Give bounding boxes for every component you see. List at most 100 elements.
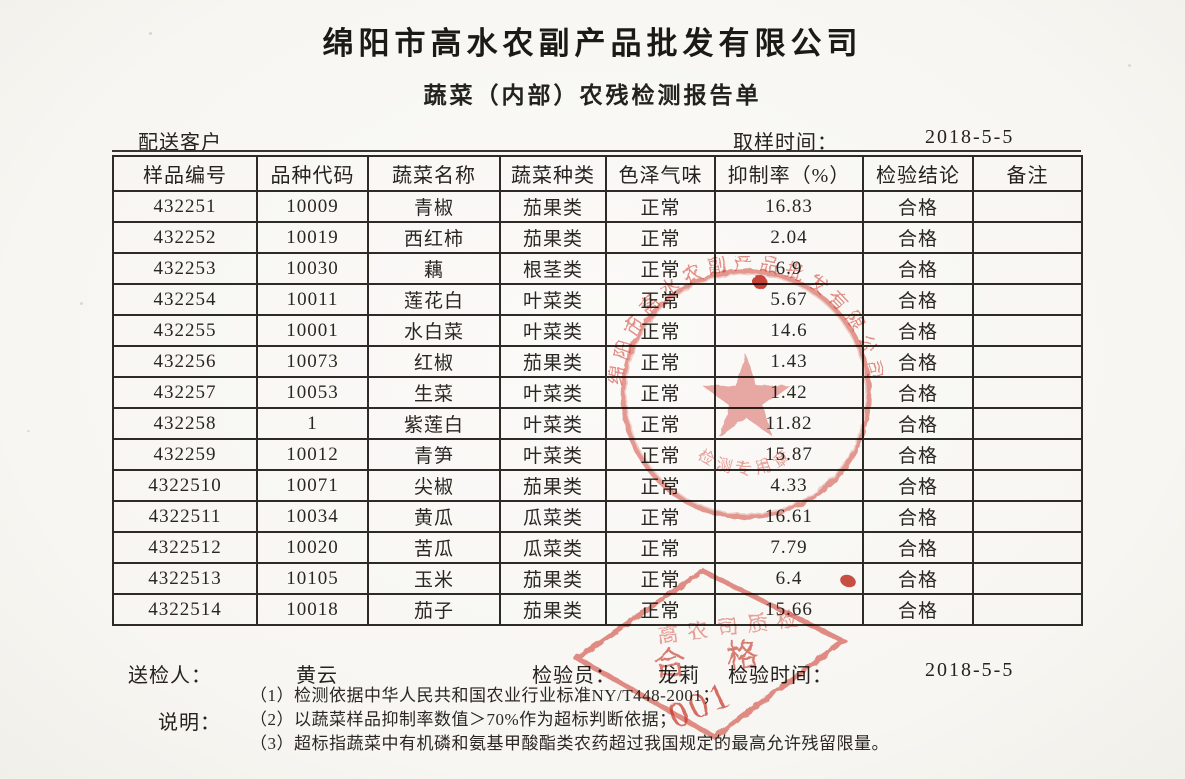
table-cell: 15.87 xyxy=(714,438,864,471)
table-cell: 6.4 xyxy=(714,562,864,595)
notes-list: （1）检测依据中华人民共和国农业行业标准NY/T448-2001； （2）以蔬菜样… xyxy=(250,684,970,756)
table-row: 432259 10012 青笋 叶菜类 正常 15.87 合格 xyxy=(112,438,1083,471)
table-cell: 合格 xyxy=(862,531,974,564)
table-cell: 黄瓜 xyxy=(367,500,501,533)
report-subtitle: 蔬菜（内部）农残检测报告单 xyxy=(423,83,762,108)
table-cell: 青笋 xyxy=(367,438,501,471)
table-cell: 正常 xyxy=(605,593,716,626)
table-cell: 4.33 xyxy=(714,469,864,502)
table-cell xyxy=(972,469,1083,502)
column-header: 品种代码 xyxy=(256,155,369,192)
column-header: 样品编号 xyxy=(112,155,258,192)
table-cell: 15.66 xyxy=(714,593,864,626)
table-cell: 14.6 xyxy=(714,314,864,347)
note-line: （3）超标指蔬菜中有机磷和氨基甲酸酯类农药超过我国规定的最高允许残留限量。 xyxy=(250,734,889,753)
table-row: 432251 10009 青椒 茄果类 正常 16.83 合格 xyxy=(112,190,1083,223)
table-cell xyxy=(972,221,1083,254)
table-cell: 4322513 xyxy=(112,562,258,595)
table-row: 432256 10073 红椒 茄果类 正常 1.43 合格 xyxy=(112,345,1083,378)
table-cell: 合格 xyxy=(862,314,974,347)
notes-label: 说明： xyxy=(158,712,221,734)
table-cell: 正常 xyxy=(605,407,716,440)
table-cell: 432257 xyxy=(112,376,258,409)
table-cell: 瓜菜类 xyxy=(499,531,607,564)
table-cell: 432255 xyxy=(112,314,258,347)
table-row: 4322514 10018 茄子 茄果类 正常 15.66 合格 xyxy=(112,593,1083,626)
table-cell: 正常 xyxy=(605,376,716,409)
table-cell: 合格 xyxy=(862,562,974,595)
table-cell: 合格 xyxy=(862,438,974,471)
table-cell xyxy=(972,531,1083,564)
table-cell: 茄果类 xyxy=(499,593,607,626)
column-header: 色泽气味 xyxy=(605,155,716,192)
table-cell: 432253 xyxy=(112,252,258,285)
table-cell xyxy=(972,407,1083,440)
scan-speck xyxy=(149,32,152,35)
table-cell: 叶菜类 xyxy=(499,407,607,440)
table-cell: 10071 xyxy=(256,469,369,502)
sender-value: 黄云 xyxy=(296,665,338,687)
table-cell xyxy=(972,190,1083,223)
table-cell: 432259 xyxy=(112,438,258,471)
table-cell: 合格 xyxy=(862,221,974,254)
table-cell: 5.67 xyxy=(714,283,864,316)
customer-label: 配送客户 xyxy=(138,132,222,154)
column-header: 检验结论 xyxy=(862,155,974,192)
table-cell: 10001 xyxy=(256,314,369,347)
table-header-row: 样品编号 品种代码 蔬菜名称 蔬菜种类 色泽气味 抑制率（%） 检验结论 备注 xyxy=(112,155,1083,192)
table-body: 432251 10009 青椒 茄果类 正常 16.83 合格 432252 10019 西红柿茄… xyxy=(112,190,1083,626)
table-row: 4322512 10020 苦瓜 瓜菜类 正常 7.79 合格 xyxy=(112,531,1083,564)
note-line: （1）检测依据中华人民共和国农业行业标准NY/T448-2001； xyxy=(250,686,720,705)
table-cell: 正常 xyxy=(605,531,716,564)
table-cell: 根茎类 xyxy=(499,252,607,285)
table-cell: 4322512 xyxy=(112,531,258,564)
table-cell: 4322510 xyxy=(112,469,258,502)
inspection-time-value: 2018-5-5 xyxy=(925,659,1015,681)
table-cell: 合格 xyxy=(862,283,974,316)
table-cell: 茄果类 xyxy=(499,345,607,378)
company-title: 绵阳市高水农副产品批发有限公司 xyxy=(322,26,863,61)
table-cell: 合格 xyxy=(862,407,974,440)
table-cell: 4322514 xyxy=(112,593,258,626)
table-cell: 10019 xyxy=(256,221,369,254)
table-cell: 茄果类 xyxy=(499,221,607,254)
table-cell: 合格 xyxy=(862,345,974,378)
table-cell: 生菜 xyxy=(367,376,501,409)
table-cell: 合格 xyxy=(862,252,974,285)
table-cell xyxy=(972,593,1083,626)
table-cell: 正常 xyxy=(605,438,716,471)
sampling-time-label: 取样时间： xyxy=(733,132,838,154)
table-cell: 10012 xyxy=(256,438,369,471)
table-cell: 10018 xyxy=(256,593,369,626)
table-cell: 16.83 xyxy=(714,190,864,223)
table-cell: 1.43 xyxy=(714,345,864,378)
table-cell: 10030 xyxy=(256,252,369,285)
column-header: 蔬菜种类 xyxy=(499,155,607,192)
table-cell: 红椒 xyxy=(367,345,501,378)
table-row: 4322510 10071 尖椒 茄果类 正常 4.33 合格 xyxy=(112,469,1083,502)
table-cell: 茄果类 xyxy=(499,469,607,502)
table-cell: 10009 xyxy=(256,190,369,223)
table-cell: 叶菜类 xyxy=(499,438,607,471)
table-cell: 苦瓜 xyxy=(367,531,501,564)
table-cell: 藕 xyxy=(367,252,501,285)
table-cell: 10053 xyxy=(256,376,369,409)
table-cell: 正常 xyxy=(605,345,716,378)
table-cell xyxy=(972,500,1083,533)
table-cell: 正常 xyxy=(605,314,716,347)
table-cell: 432252 xyxy=(112,221,258,254)
table-cell: 10011 xyxy=(256,283,369,316)
table-cell: 叶菜类 xyxy=(499,376,607,409)
table-top-rule xyxy=(112,150,1081,152)
table-cell: 合格 xyxy=(862,376,974,409)
table-cell: 正常 xyxy=(605,252,716,285)
table-cell: 6.9 xyxy=(714,252,864,285)
table-cell: 茄果类 xyxy=(499,562,607,595)
table-cell: 叶菜类 xyxy=(499,283,607,316)
scan-speck xyxy=(27,430,30,432)
table-cell: 432256 xyxy=(112,345,258,378)
column-header: 抑制率（%） xyxy=(714,155,864,192)
table-cell: 紫莲白 xyxy=(367,407,501,440)
table-cell: 1.42 xyxy=(714,376,864,409)
table-cell: 1 xyxy=(256,407,369,440)
